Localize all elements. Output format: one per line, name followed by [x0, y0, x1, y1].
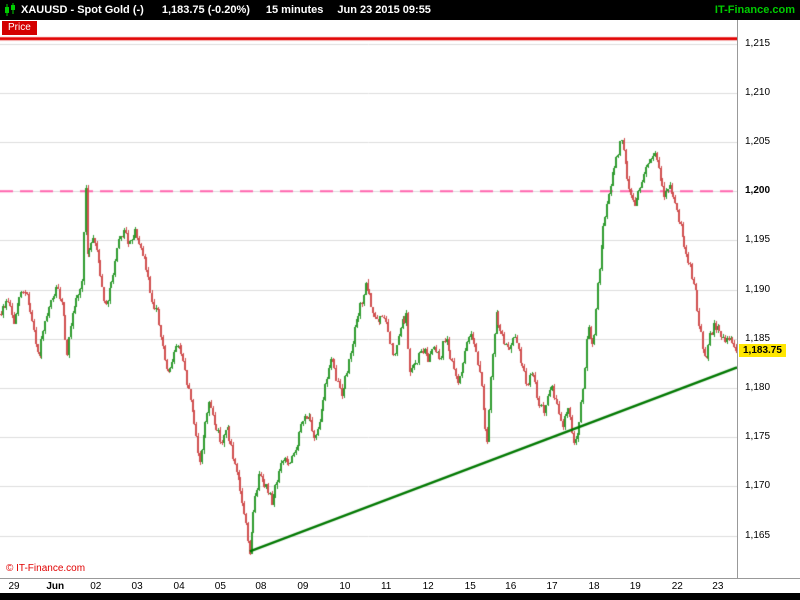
x-axis-label: 18	[588, 581, 600, 592]
x-axis-label: 02	[90, 581, 102, 592]
x-axis-label: 03	[131, 581, 143, 592]
x-axis-label: 19	[629, 581, 641, 592]
x-axis-label: 22	[671, 581, 683, 592]
x-axis-label: 12	[422, 581, 434, 592]
x-axis-label: 11	[380, 581, 392, 592]
x-axis-label: 29	[8, 581, 20, 592]
x-axis-label: 23	[712, 581, 724, 592]
copyright: © IT-Finance.com	[6, 563, 86, 574]
x-axis-label: Jun	[46, 581, 65, 592]
y-axis-label: 1,175	[745, 431, 771, 443]
x-axis-label: 08	[255, 581, 267, 592]
y-axis-label: 1,205	[745, 136, 771, 148]
x-axis-label: 17	[546, 581, 558, 592]
brand-link[interactable]: IT-Finance.com	[714, 4, 795, 16]
x-axis-label: 15	[464, 581, 476, 592]
candlestick-icon	[4, 3, 16, 17]
y-axis-label: 1,180	[745, 382, 771, 394]
y-axis-label: 1,165	[745, 529, 771, 541]
x-axis-label: 09	[297, 581, 309, 592]
x-axis-label: 04	[173, 581, 185, 592]
y-axis-label: 1,210	[745, 86, 771, 98]
price-canvas[interactable]	[0, 20, 737, 578]
y-axis-label: 1,200	[745, 185, 771, 197]
symbol-title: XAUUSD - Spot Gold (-)	[21, 4, 144, 16]
y-axis-label: 1,170	[745, 480, 771, 492]
x-axis-label: 05	[214, 581, 226, 592]
bottom-bar	[0, 593, 800, 600]
x-axis[interactable]: 29 Jun 02 03 04 05 08 09 10 11 12 15 16 17 18 19 22 23	[0, 578, 800, 594]
y-axis-label: 1,215	[745, 37, 771, 49]
timeframe-label: 15 minutes	[265, 4, 324, 16]
x-axis-label: 10	[339, 581, 351, 592]
y-axis-label: 1,185	[745, 332, 771, 344]
title-bar: XAUUSD - Spot Gold (-) 1,183.75 (-0.20%)…	[0, 0, 800, 20]
datetime-label: Jun 23 2015 09:55	[337, 4, 431, 16]
y-axis[interactable]: 1,215 1,210 1,205 1,200 1,195 1,190 1,185 1,180…	[737, 20, 800, 578]
last-price-change: 1,183.75 (-0.20%)	[161, 4, 250, 16]
y-axis-label: 1,190	[745, 283, 771, 295]
price-pane-tab[interactable]: Price	[2, 21, 37, 35]
x-axis-label: 16	[505, 581, 517, 592]
y-axis-label: 1,195	[745, 234, 771, 246]
last-price-tag: 1,183.75	[739, 344, 786, 358]
